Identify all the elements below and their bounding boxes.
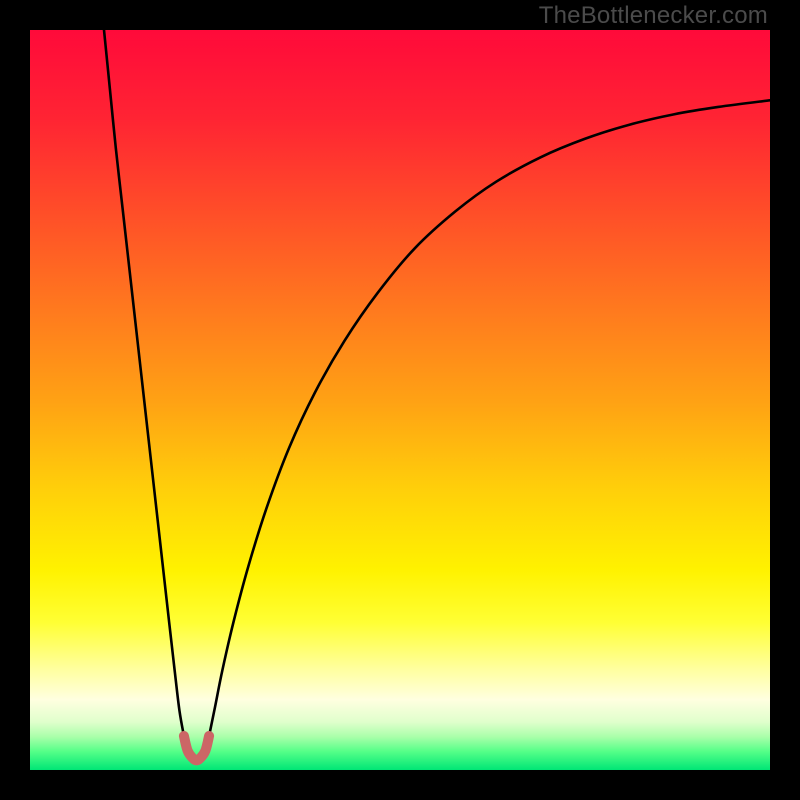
bottleneck-chart: [30, 30, 770, 770]
chart-svg: [30, 30, 770, 770]
chart-background: [30, 30, 770, 770]
watermark-text: TheBottlenecker.com: [539, 2, 768, 30]
